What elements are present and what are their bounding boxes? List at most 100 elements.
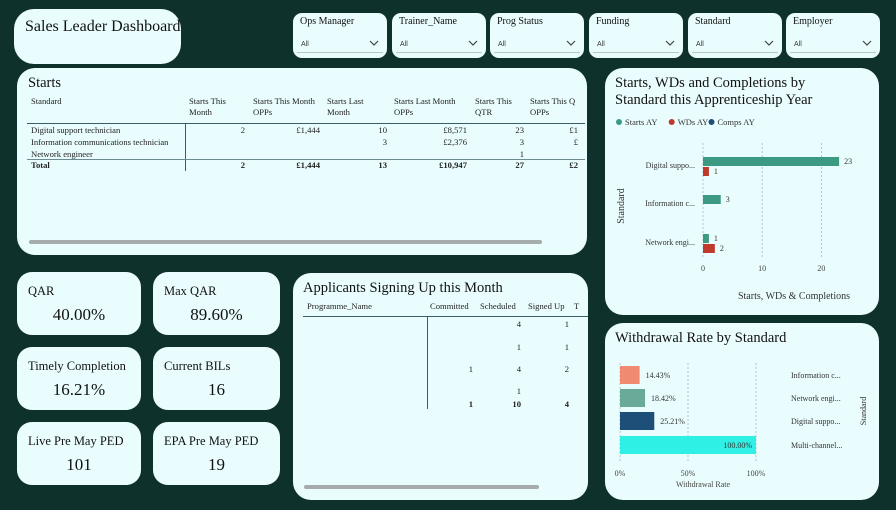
legend-label: Starts AY	[625, 117, 658, 127]
slicer-value: All	[498, 41, 506, 48]
kpi-max-qar: Max QAR 89.60%	[153, 272, 280, 335]
kpi-label: Live Pre May PED	[28, 434, 124, 448]
kpi-value: 19	[208, 455, 225, 474]
legend-marker	[668, 119, 675, 125]
table-cell: £1,444	[296, 125, 320, 135]
column-header[interactable]: Committed	[430, 301, 469, 311]
kpi-live-pre-may-ped: Live Pre May PED 101	[17, 422, 141, 485]
swc-title-line-1: Starts, WDs and Completions by	[615, 75, 806, 91]
table-cell: 1	[564, 342, 569, 352]
total-cell: 1	[468, 399, 473, 409]
table-cell: 4	[516, 319, 521, 329]
table-cell: 4	[516, 364, 521, 374]
bar	[620, 389, 646, 407]
y-axis-title: Standard	[859, 397, 868, 425]
kpi-label: EPA Pre May PED	[164, 434, 259, 448]
horizontal-scrollbar[interactable]	[304, 485, 539, 489]
kpi-timely-completion: Timely Completion 16.21%	[17, 347, 141, 410]
horizontal-scrollbar[interactable]	[29, 240, 542, 244]
slicer-value: All	[794, 41, 802, 48]
kpi-label: Current BILs	[164, 359, 231, 373]
starts-wds-completions-card: Starts, WDs and Completions by Standard …	[605, 68, 879, 315]
total-divider	[27, 159, 585, 160]
swc-chart-title: Starts, WDs and Completions by Standard …	[615, 75, 812, 109]
slicer-prog-status[interactable]: Prog Status All	[490, 13, 584, 58]
kpi-current-bils: Current BILs 16	[153, 347, 280, 410]
kpi-epa-pre-may-ped: EPA Pre May PED 19	[153, 422, 280, 485]
total-cell: £1,444	[296, 160, 320, 170]
slicer-dropdown[interactable]: All	[297, 36, 383, 53]
column-header[interactable]: Starts This Q OPPs	[530, 96, 576, 117]
total-cell: Total	[31, 160, 50, 170]
y-tick-label: Digital suppo...	[646, 161, 695, 170]
total-cell: 4	[564, 399, 569, 409]
slicer-value: All	[597, 41, 605, 48]
chevron-down-icon	[468, 40, 478, 46]
kpi-label: Max QAR	[164, 284, 217, 298]
x-axis-title: Withdrawal Rate	[676, 480, 731, 489]
y-tick-label: Digital suppo...	[791, 417, 840, 426]
x-tick-label: 0	[701, 264, 705, 273]
column-header[interactable]: T	[574, 301, 580, 311]
table-cell: 2	[240, 125, 245, 135]
bar	[703, 234, 709, 243]
slicer-label: Funding	[596, 16, 630, 27]
slicer-standard[interactable]: Standard All	[688, 13, 782, 58]
column-divider	[427, 316, 428, 409]
slicer-label: Ops Manager	[300, 16, 355, 27]
chevron-down-icon	[665, 40, 675, 46]
column-header[interactable]: Signed Up	[528, 301, 565, 311]
slicer-funding[interactable]: Funding All	[589, 13, 683, 58]
withdrawal-rate-bar-chart: 0% 50% 100% 14.43% Information c... 18.42% Net…	[615, 363, 868, 489]
total-cell: 27	[515, 160, 524, 170]
chevron-down-icon	[369, 40, 379, 46]
data-label: 1	[714, 167, 718, 176]
slicer-value: All	[301, 41, 309, 48]
column-header[interactable]: Starts This QTR	[475, 96, 512, 117]
total-cell: £10,947	[439, 160, 467, 170]
y-tick-label: Information c...	[791, 371, 841, 380]
slicer-dropdown[interactable]: All	[396, 36, 482, 53]
column-header[interactable]: Programme_Name	[307, 301, 372, 311]
wr-chart-title: Withdrawal Rate by Standard	[615, 330, 787, 346]
chevron-down-icon	[764, 40, 774, 46]
x-tick-label: 50%	[681, 469, 696, 478]
kpi-qar: QAR 40.00%	[17, 272, 141, 335]
y-tick-label: Network engi...	[791, 394, 841, 403]
kpi-label: QAR	[28, 284, 55, 298]
legend-marker	[708, 119, 715, 125]
kpi-value: 16	[208, 380, 225, 399]
table-cell: 3	[382, 137, 387, 147]
y-tick-label: Multi-channel...	[791, 441, 842, 450]
table-cell: 1	[516, 342, 521, 352]
table-cell: £8,571	[443, 125, 467, 135]
slicer-value: All	[400, 41, 408, 48]
table-cell: 1	[516, 386, 521, 396]
slicer-dropdown[interactable]: All	[494, 36, 580, 53]
slicer-ops-manager[interactable]: Ops Manager All	[293, 13, 387, 58]
column-header[interactable]: Starts Last Month	[327, 96, 364, 117]
total-cell: 10	[512, 399, 521, 409]
column-header[interactable]: Scheduled	[480, 301, 516, 311]
slicer-trainer-name[interactable]: Trainer_Name All	[392, 13, 486, 58]
slicer-dropdown[interactable]: All	[593, 36, 679, 53]
bar	[703, 195, 721, 204]
table-cell: 2	[564, 364, 569, 374]
slicer-employer[interactable]: Employer All	[786, 13, 880, 58]
header-divider	[27, 123, 585, 124]
slicer-label: Prog Status	[497, 16, 543, 27]
column-header[interactable]: Starts Last Month OPPs	[394, 96, 456, 117]
applicants-table-card: Applicants Signing Up this Month Program…	[293, 273, 588, 500]
column-header[interactable]: Standard	[31, 96, 62, 106]
table-cell: 1	[519, 149, 524, 159]
slicer-dropdown[interactable]: All	[692, 36, 778, 53]
starts-table-card: Starts Standard Starts This Month Starts…	[17, 68, 587, 255]
total-cell: 2	[240, 160, 245, 170]
table-cell: £	[573, 137, 578, 147]
column-header[interactable]: Starts This Month OPPs	[253, 96, 315, 117]
column-header[interactable]: Starts This Month	[189, 96, 226, 117]
y-tick-label: Information c...	[645, 199, 695, 208]
slicer-dropdown[interactable]: All	[790, 36, 876, 53]
bar	[620, 436, 756, 454]
x-tick-label: 100%	[747, 469, 766, 478]
